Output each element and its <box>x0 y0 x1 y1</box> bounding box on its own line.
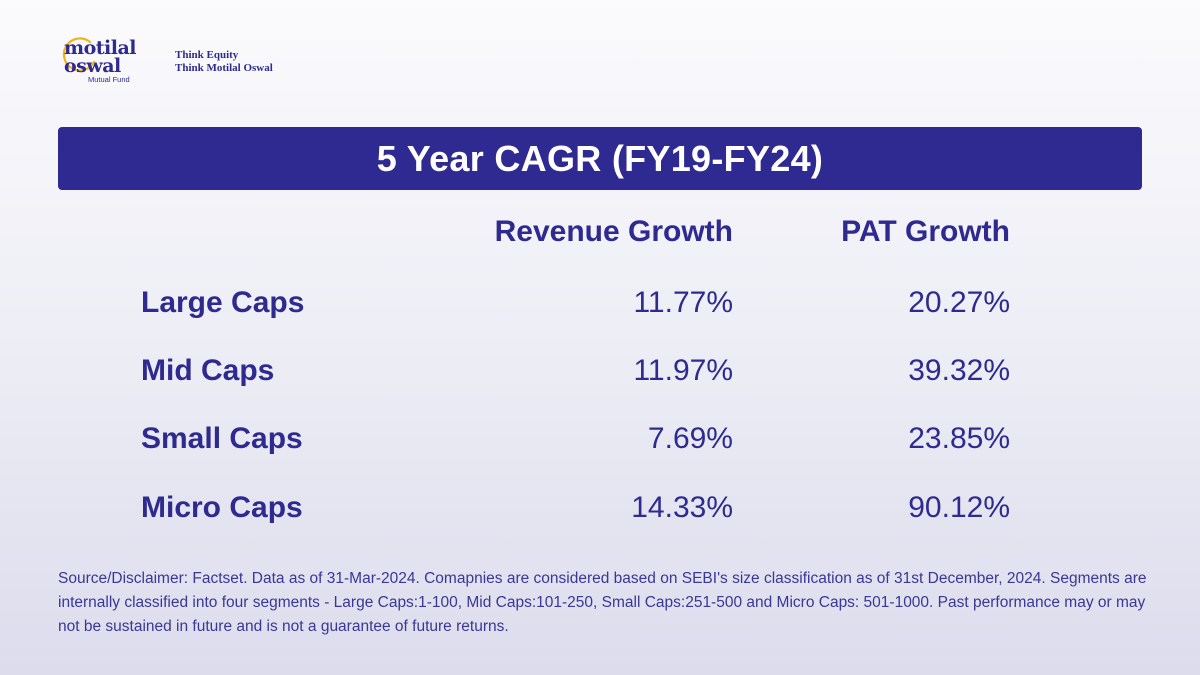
pat-value: 23.85% <box>908 422 1010 455</box>
disclaimer-text: Source/Disclaimer: Factset. Data as of 3… <box>58 570 1147 635</box>
page-title: 5 Year CAGR (FY19-FY24) <box>376 137 824 179</box>
table-row: Large Caps 11.77% 20.27% <box>0 286 1200 336</box>
table-row: Micro Caps 14.33% 90.12% <box>0 491 1200 541</box>
logo-subtitle: Mutual Fund <box>88 75 130 84</box>
revenue-value: 14.33% <box>631 491 733 524</box>
row-label: Mid Caps <box>141 354 275 387</box>
brand-logo: motilal oswal Mutual Fund Think Equity T… <box>60 36 273 86</box>
tagline: Think Equity Think Motilal Oswal <box>175 49 273 75</box>
logo-ring-icon <box>62 37 96 72</box>
revenue-value: 7.69% <box>647 422 733 455</box>
tagline-line-1: Think Equity <box>175 49 239 61</box>
table-row: Mid Caps 11.97% 39.32% <box>0 354 1200 404</box>
column-header-revenue: Revenue Growth <box>494 215 733 248</box>
tagline-line-2: Think Motilal Oswal <box>175 62 273 74</box>
pat-value: 39.32% <box>908 354 1010 387</box>
title-banner: 5 Year CAGR (FY19-FY24) <box>58 127 1142 190</box>
logo-word-oswal: oswal <box>64 55 121 77</box>
pat-value: 20.27% <box>908 286 1010 319</box>
row-label: Large Caps <box>141 286 305 319</box>
row-label: Small Caps <box>141 422 303 455</box>
logo-word-motilal: motilal <box>64 37 137 59</box>
table-row: Small Caps 7.69% 23.85% <box>0 422 1200 472</box>
row-label: Micro Caps <box>141 491 303 524</box>
pat-value: 90.12% <box>908 491 1010 524</box>
revenue-value: 11.97% <box>633 354 733 387</box>
revenue-value: 11.77% <box>633 286 733 319</box>
column-header-pat: PAT Growth <box>841 215 1010 248</box>
